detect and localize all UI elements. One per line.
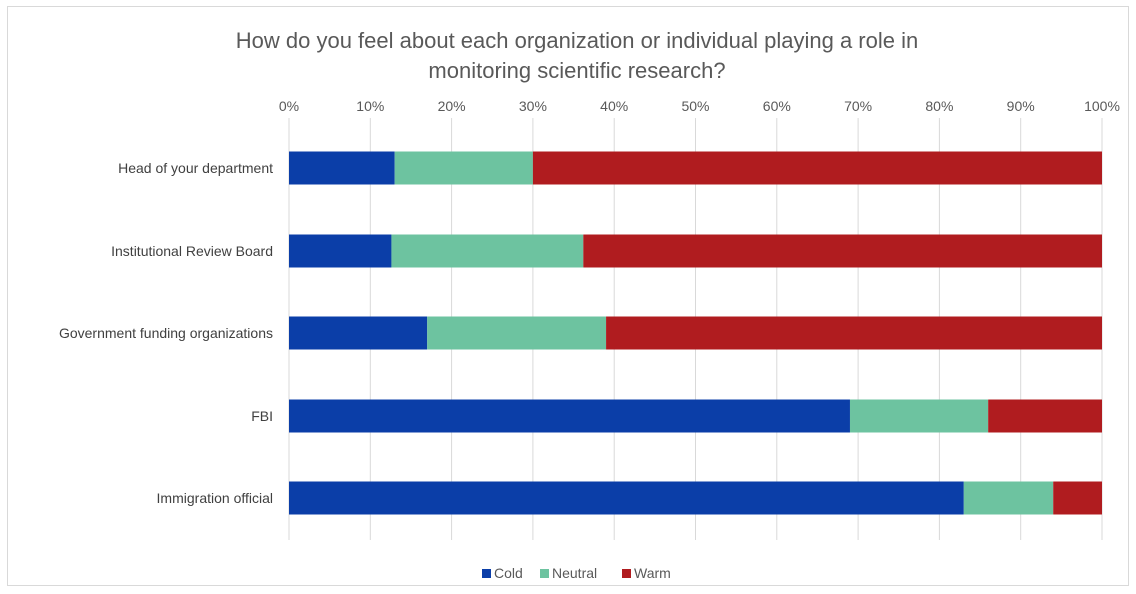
x-tick-label: 90% bbox=[1007, 98, 1035, 114]
x-tick-label: 60% bbox=[763, 98, 791, 114]
category-labels: Head of your department Institutional Rev… bbox=[59, 160, 273, 506]
bar-segment-neutral bbox=[963, 481, 1054, 515]
x-tick-label: 20% bbox=[438, 98, 466, 114]
bar-segment-neutral bbox=[391, 234, 584, 268]
x-tick-label: 100% bbox=[1084, 98, 1120, 114]
category-label: FBI bbox=[251, 408, 273, 424]
bar-segment-warm bbox=[988, 399, 1102, 433]
bar-segment-cold bbox=[289, 234, 392, 268]
legend-swatch-cold bbox=[482, 569, 491, 578]
bar-segment-warm bbox=[606, 316, 1102, 350]
chart-title-line-1: How do you feel about each organization … bbox=[236, 28, 918, 53]
bars bbox=[289, 151, 1102, 515]
bar-segment-cold bbox=[289, 399, 850, 433]
x-tick-label: 0% bbox=[279, 98, 299, 114]
x-tick-label: 70% bbox=[844, 98, 872, 114]
legend-label-warm: Warm bbox=[634, 565, 671, 581]
chart-title-line-2: monitoring scientific research? bbox=[428, 58, 725, 83]
bar-segment-neutral bbox=[394, 151, 533, 185]
legend: Cold Neutral Warm bbox=[482, 565, 671, 581]
bar-segment-neutral bbox=[849, 399, 989, 433]
bar-segment-neutral bbox=[427, 316, 607, 350]
x-tick-label: 40% bbox=[600, 98, 628, 114]
category-label: Head of your department bbox=[118, 160, 273, 176]
legend-swatch-warm bbox=[622, 569, 631, 578]
x-tick-label: 50% bbox=[681, 98, 709, 114]
bar-segment-cold bbox=[289, 481, 964, 515]
category-label: Government funding organizations bbox=[59, 325, 273, 341]
x-tick-label: 30% bbox=[519, 98, 547, 114]
x-axis-ticks: 0% 10% 20% 30% 40% 50% 60% 70% 80% 90% 100% bbox=[279, 98, 1120, 114]
bar-segment-warm bbox=[583, 234, 1102, 268]
bar-segment-warm bbox=[532, 151, 1102, 185]
legend-swatch-neutral bbox=[540, 569, 549, 578]
x-tick-label: 80% bbox=[925, 98, 953, 114]
category-label: Institutional Review Board bbox=[111, 243, 273, 259]
x-tick-label: 10% bbox=[356, 98, 384, 114]
legend-label-cold: Cold bbox=[494, 565, 523, 581]
bar-segment-cold bbox=[289, 151, 395, 185]
category-label: Immigration official bbox=[157, 490, 273, 506]
legend-label-neutral: Neutral bbox=[552, 565, 597, 581]
bar-segment-cold bbox=[289, 316, 428, 350]
bar-segment-warm bbox=[1053, 481, 1102, 515]
